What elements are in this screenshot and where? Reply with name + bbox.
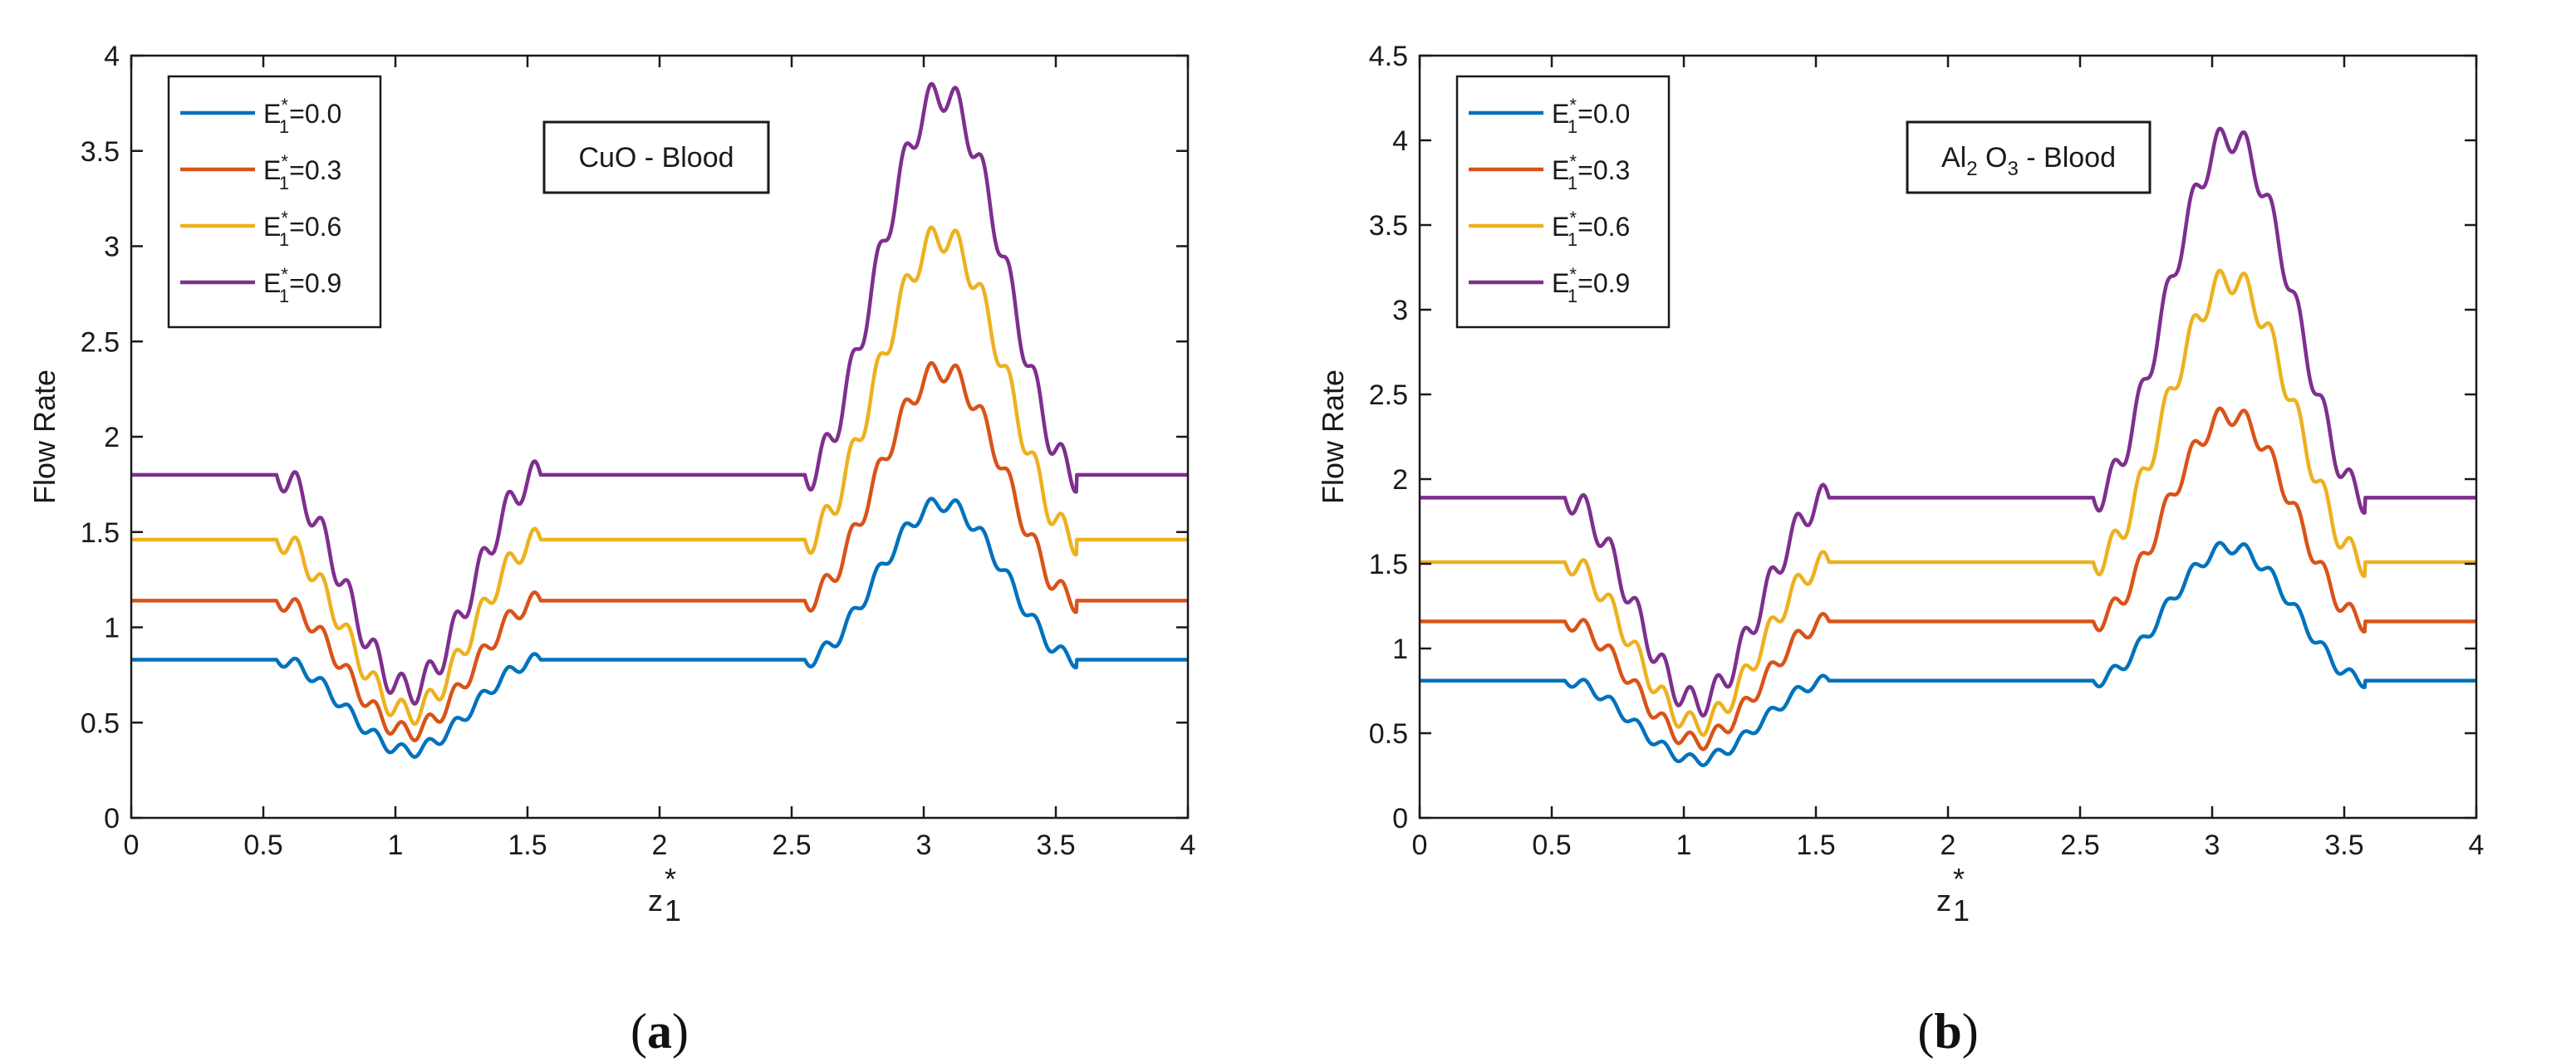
chart-b-svg: 0 0.5 1 1.5 2 2.5 3 3.5 400.511.522.533.544.5z*1…: [1316, 41, 2485, 1059]
chart-a-ytick-label: 4: [104, 41, 120, 72]
chart-b-annotation-text: Al2 O3 - Blood: [1941, 142, 2116, 180]
chart-a-series-line-3: [130, 81, 1190, 706]
chart-a-ytick-label: 1.5: [81, 517, 120, 549]
chart-b-xtick-label: 2.5: [2060, 830, 2099, 861]
chart-a-series-line-0: [130, 497, 1190, 759]
chart-b-xlabel-sup: *: [1953, 862, 1965, 896]
chart-a-xtick-label: 3.5: [1036, 830, 1075, 861]
chart-b-series-line-1: [1418, 406, 2478, 751]
chart-b-ytick-label: 3: [1392, 295, 1408, 326]
chart-b-caption: (b): [1917, 1004, 1978, 1059]
chart-a-xtick-label: 3: [916, 830, 932, 861]
chart-b-ytick-label: 2.5: [1369, 379, 1408, 411]
chart-a-ytick-label: 2: [104, 422, 120, 453]
chart-a-annotation-box: [542, 120, 770, 194]
chart-a-svg: 0 0.5 1 1.5 2 2.5 3 3.5 400.511.522.533.54z*1Flo…: [27, 41, 1196, 1059]
chart-b-ytick-label: 1.5: [1369, 549, 1408, 580]
chart-a-ytick-label: 2.5: [81, 326, 120, 358]
chart-b-xtick-label: 4: [2469, 830, 2485, 861]
chart-a-caption: (a): [631, 1004, 689, 1059]
chart-b-legend-label-1: E* 1=0.3: [1552, 151, 1630, 193]
chart-b-xtick-label: 0.5: [1532, 830, 1571, 861]
chart-a-xtick-label: 0.5: [243, 830, 282, 861]
chart-b-series-line-3: [1418, 126, 2478, 718]
chart-a-annotation-text: CuO - Blood: [578, 142, 734, 174]
chart-b-ytick-label: 4: [1392, 125, 1408, 157]
chart-a-xlabel-sup: *: [665, 862, 676, 896]
chart-a-legend-label-0: E* 1=0.0: [263, 95, 341, 137]
chart-panel-a: 0 0.5 1 1.5 2 2.5 3 3.5 4 0 0.5 1 1.5 2 2.5 3 3.5 4 z * 1 Flo…: [27, 41, 1196, 1059]
chart-a-xtick-label: 4: [1180, 830, 1196, 861]
chart-b-ytick-label: 0: [1392, 803, 1408, 834]
chart-a-xtick-label: 2.5: [772, 830, 811, 861]
chart-a-legend-label-3: E* 1=0.9: [263, 264, 341, 306]
chart-a-xtick-label: 0: [124, 830, 140, 861]
chart-a-xlabel: z: [648, 883, 663, 918]
chart-a-legend-label-1: E* 1=0.3: [263, 151, 341, 193]
chart-a-xtick-label: 1.5: [508, 830, 547, 861]
chart-a-ytick-label: 0.5: [81, 707, 120, 739]
chart-a-ytick-label: 1: [104, 613, 120, 644]
chart-a-ylabel: Flow Rate: [27, 369, 61, 504]
chart-b-legend-label-2: E* 1=0.6: [1552, 208, 1630, 250]
chart-b-series-line-0: [1418, 541, 2478, 767]
chart-a-series-line-2: [130, 225, 1190, 727]
chart-b-legend-label-3: E* 1=0.9: [1552, 264, 1630, 306]
chart-b-legend-label-0: E* 1=0.0: [1552, 95, 1630, 137]
chart-b-series-line-2: [1418, 268, 2478, 737]
chart-a-ytick-label: 0: [104, 803, 120, 834]
chart-b-annotation-box: [1906, 120, 2152, 194]
chart-b-xtick-label: 1: [1676, 830, 1692, 861]
chart-b-ytick-label: 3.5: [1369, 210, 1408, 242]
chart-b-ytick-label: 1: [1392, 634, 1408, 665]
chart-a-ytick-label: 3.5: [81, 136, 120, 168]
chart-a-xtick-label: 1: [388, 830, 404, 861]
chart-b-xtick-label: 3: [2205, 830, 2220, 861]
chart-a-series-line-1: [130, 360, 1190, 742]
chart-a-legend-box: [167, 75, 382, 329]
chart-b-ytick-label: 0.5: [1369, 718, 1408, 750]
chart-b-ytick-label: 2: [1392, 464, 1408, 496]
chart-b-xlabel: z: [1936, 883, 1951, 918]
chart-b-legend-box: [1455, 75, 1671, 329]
chart-b-xtick-label: 1.5: [1796, 830, 1835, 861]
chart-b-xlabel-sub: 1: [1953, 893, 1970, 927]
chart-b-xtick-label: 2: [1941, 830, 1956, 861]
chart-b-ytick-label: 4.5: [1369, 41, 1408, 72]
chart-a-ytick-label: 3: [104, 232, 120, 263]
chart-b-xtick-label: 3.5: [2324, 830, 2363, 861]
chart-a-legend-label-2: E* 1=0.6: [263, 208, 341, 250]
chart-a-xtick-label: 2: [652, 830, 668, 861]
chart-a-xlabel-sub: 1: [665, 893, 681, 927]
chart-panel-b: 0 0.5 1 1.5 2 2.5 3 3.5 4 0 0.5 1 1.5 2 2.5 3 3.5 4 4.5 z * 1…: [1288, 0, 2576, 1062]
chart-b-ylabel: Flow Rate: [1316, 369, 1350, 504]
chart-b-xtick-label: 0: [1412, 830, 1428, 861]
